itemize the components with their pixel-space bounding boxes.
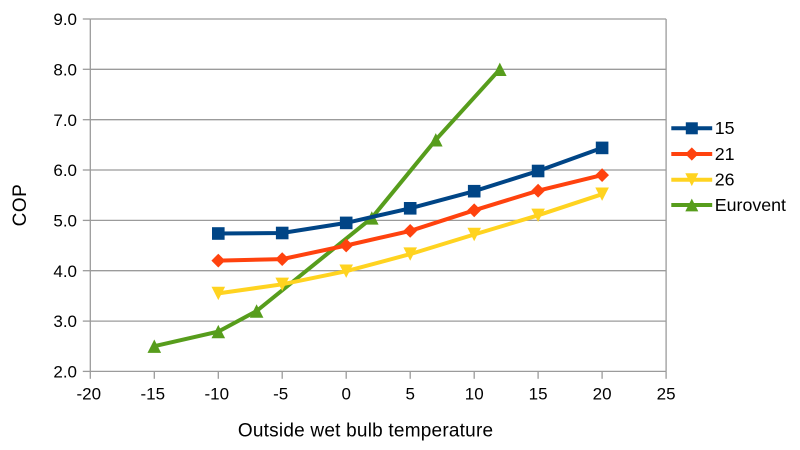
- svg-text:20: 20: [593, 384, 612, 403]
- svg-text:26: 26: [715, 170, 735, 190]
- svg-text:COP: COP: [10, 184, 31, 227]
- svg-text:25: 25: [657, 384, 676, 403]
- svg-text:3.0: 3.0: [53, 312, 77, 331]
- svg-text:7.0: 7.0: [53, 111, 77, 130]
- svg-text:9.0: 9.0: [53, 10, 77, 29]
- svg-text:-15: -15: [141, 384, 166, 403]
- svg-text:-20: -20: [77, 384, 102, 403]
- svg-text:-10: -10: [205, 384, 230, 403]
- svg-text:15: 15: [715, 118, 735, 138]
- svg-text:15: 15: [529, 384, 548, 403]
- svg-text:0: 0: [341, 384, 350, 403]
- svg-text:Outside wet bulb temperature: Outside wet bulb temperature: [238, 420, 493, 441]
- svg-text:10: 10: [465, 384, 484, 403]
- svg-text:21: 21: [715, 144, 735, 164]
- svg-text:-5: -5: [273, 384, 288, 403]
- svg-text:4.0: 4.0: [53, 262, 77, 281]
- svg-text:Eurovent: Eurovent: [715, 195, 786, 215]
- svg-text:5.0: 5.0: [53, 212, 77, 231]
- svg-text:2.0: 2.0: [53, 363, 77, 382]
- svg-text:8.0: 8.0: [53, 60, 77, 79]
- svg-text:5: 5: [405, 384, 414, 403]
- svg-text:6.0: 6.0: [53, 161, 77, 180]
